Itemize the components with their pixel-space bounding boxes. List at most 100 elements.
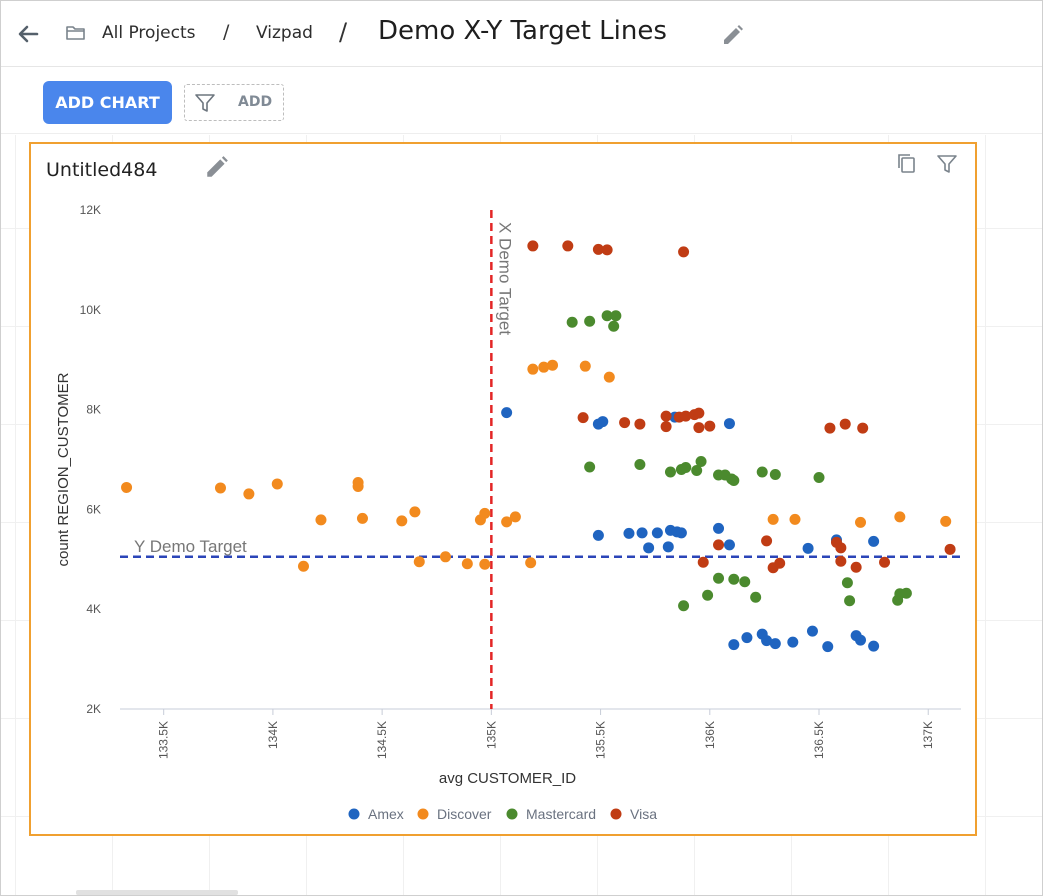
x-tick-label: 136K xyxy=(703,721,717,749)
data-point-visa xyxy=(592,243,604,255)
data-point-discover xyxy=(271,478,283,490)
data-point-amex xyxy=(769,638,781,650)
data-point-mastercard xyxy=(601,310,613,322)
data-point-mastercard xyxy=(750,591,762,603)
data-point-visa xyxy=(761,535,773,547)
y-axis-title: count REGION_CUSTOMER xyxy=(55,372,72,566)
y-tick-label: 4K xyxy=(86,602,101,616)
data-point-mastercard xyxy=(728,474,740,486)
data-point-visa xyxy=(680,410,692,422)
y-tick-label: 2K xyxy=(86,702,101,716)
data-point-discover xyxy=(479,558,491,570)
data-point-discover xyxy=(501,516,513,528)
data-point-mastercard xyxy=(695,455,707,467)
data-point-discover xyxy=(940,515,952,527)
x-target-label: X Demo Target xyxy=(495,222,514,335)
data-point-visa xyxy=(562,240,574,252)
filter-icon[interactable] xyxy=(935,152,959,176)
data-point-mastercard xyxy=(713,572,725,584)
data-point-amex xyxy=(761,635,773,647)
data-point-amex xyxy=(868,535,880,547)
data-point-visa xyxy=(835,555,847,567)
data-point-discover xyxy=(214,482,226,494)
data-point-discover xyxy=(121,481,133,493)
data-point-visa xyxy=(824,422,836,434)
legend-marker xyxy=(348,808,360,820)
data-point-discover xyxy=(525,557,537,569)
data-point-discover xyxy=(579,360,591,372)
header-bar: All Projects / Vizpad / Demo X-Y Target … xyxy=(1,1,1042,67)
edit-pencil-icon[interactable] xyxy=(204,154,230,180)
data-point-discover xyxy=(297,560,309,572)
x-tick-label: 134K xyxy=(266,721,280,749)
data-point-discover xyxy=(509,511,521,523)
data-point-visa xyxy=(879,556,891,568)
add-filter-button[interactable]: ADD xyxy=(184,84,284,121)
data-point-discover xyxy=(315,514,327,526)
data-point-amex xyxy=(806,625,818,637)
data-point-visa xyxy=(678,246,690,258)
x-tick-label: 136.5K xyxy=(812,721,826,759)
data-point-amex xyxy=(728,639,740,651)
y-target-label: Y Demo Target xyxy=(134,537,247,556)
breadcrumb-separator: / xyxy=(223,21,230,43)
data-point-visa xyxy=(713,539,725,551)
data-point-discover xyxy=(439,551,451,563)
data-point-amex xyxy=(822,641,834,653)
x-tick-label: 137K xyxy=(921,721,935,749)
legend-label: Discover xyxy=(437,806,492,822)
data-point-discover xyxy=(547,359,559,371)
edit-pencil-icon[interactable] xyxy=(721,23,745,47)
page-title: Demo X-Y Target Lines xyxy=(378,16,667,46)
breadcrumb-vizpad[interactable]: Vizpad xyxy=(256,23,313,43)
chart-card[interactable]: Untitled484 2K 4K 6K 8K 10K 12K 133.5K 134K 134.… xyxy=(29,142,977,836)
y-tick-label: 6K xyxy=(86,502,101,516)
x-tick-label: 135.5K xyxy=(594,721,608,759)
x-tick-label: 133.5K xyxy=(157,721,171,759)
data-point-visa xyxy=(619,417,631,429)
data-point-amex xyxy=(855,634,867,646)
data-point-visa xyxy=(527,240,539,252)
legend-marker xyxy=(417,808,429,820)
legend-label: Amex xyxy=(368,806,404,822)
data-point-visa xyxy=(693,407,705,419)
data-point-discover xyxy=(855,516,867,528)
data-point-mastercard xyxy=(610,310,622,322)
data-point-mastercard xyxy=(702,589,714,601)
data-point-mastercard xyxy=(608,320,620,332)
breadcrumb-all-projects[interactable]: All Projects xyxy=(102,23,196,43)
data-point-mastercard xyxy=(728,573,740,585)
data-point-discover xyxy=(527,363,539,375)
add-chart-button[interactable]: ADD CHART xyxy=(43,81,172,124)
back-arrow-icon[interactable] xyxy=(15,21,41,47)
data-point-discover xyxy=(603,371,615,383)
x-tick-label: 134.5K xyxy=(375,721,389,759)
copy-icon[interactable] xyxy=(896,152,918,174)
data-point-amex xyxy=(651,527,663,539)
legend-marker xyxy=(506,808,518,820)
data-point-mastercard xyxy=(813,471,825,483)
data-point-visa xyxy=(835,542,847,554)
data-point-amex xyxy=(623,527,635,539)
folder-icon xyxy=(66,26,85,40)
data-point-discover xyxy=(409,506,421,518)
data-point-amex xyxy=(868,640,880,652)
scatter-chart: 2K 4K 6K 8K 10K 12K 133.5K 134K 134.5K 135K 135.5K… xyxy=(55,203,961,822)
data-point-amex xyxy=(501,407,513,419)
data-point-mastercard xyxy=(844,595,856,607)
x-axis-title: avg CUSTOMER_ID xyxy=(439,770,576,787)
data-point-visa xyxy=(577,412,589,424)
data-point-mastercard xyxy=(566,316,578,328)
filter-icon xyxy=(195,94,215,112)
data-point-amex xyxy=(636,527,648,539)
data-point-visa xyxy=(693,422,705,434)
y-tick-label: 12K xyxy=(80,203,101,217)
data-point-discover xyxy=(767,513,779,525)
data-point-amex xyxy=(713,522,725,534)
data-point-mastercard xyxy=(634,458,646,470)
data-point-amex xyxy=(741,632,753,644)
data-point-mastercard xyxy=(900,587,912,599)
horizontal-scrollbar[interactable] xyxy=(76,890,238,895)
data-point-visa xyxy=(857,422,869,434)
data-point-visa xyxy=(660,410,672,422)
